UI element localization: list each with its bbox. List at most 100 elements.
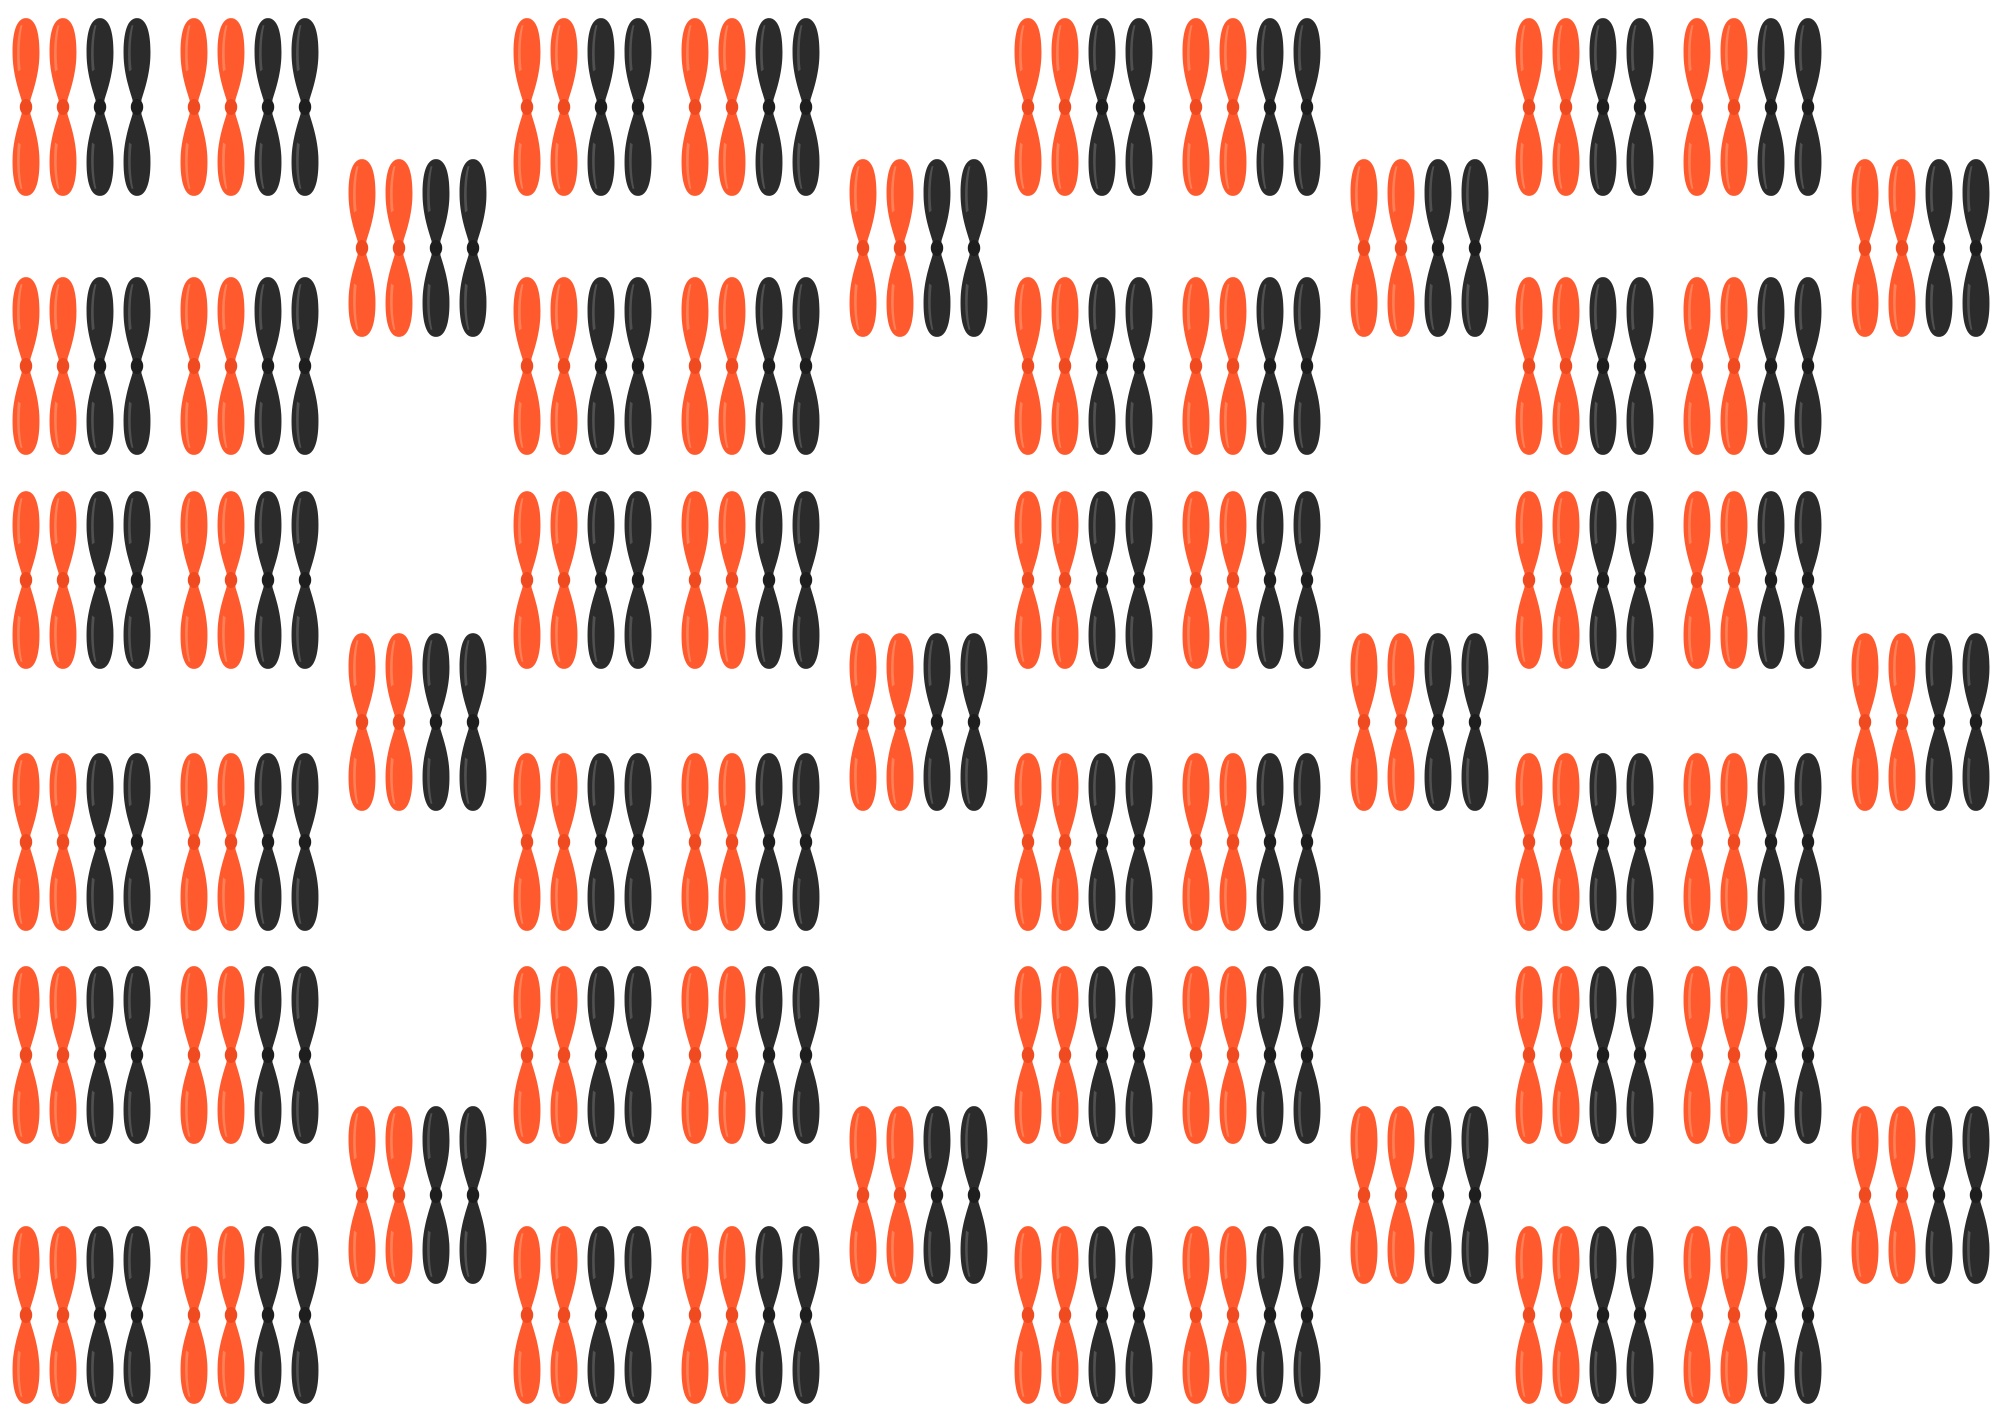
orange-propeller — [1683, 1226, 1711, 1404]
orange-propeller — [513, 491, 541, 669]
orange-propeller — [1552, 18, 1580, 196]
black-propeller — [86, 753, 114, 931]
black-propeller — [291, 1226, 319, 1404]
orange-propeller — [886, 1106, 914, 1284]
black-propeller — [422, 633, 450, 811]
propeller-set — [513, 18, 652, 196]
black-propeller — [1125, 1226, 1153, 1404]
propeller-set — [681, 1226, 820, 1404]
propeller-set — [513, 491, 652, 669]
orange-propeller — [681, 491, 709, 669]
black-propeller — [1256, 753, 1284, 931]
black-propeller — [1925, 1106, 1953, 1284]
orange-propeller — [1387, 633, 1415, 811]
black-propeller — [1794, 1226, 1822, 1404]
black-propeller — [254, 18, 282, 196]
black-propeller — [1461, 1106, 1489, 1284]
black-propeller — [291, 966, 319, 1144]
orange-propeller — [180, 277, 208, 455]
propeller-set — [1683, 1226, 1822, 1404]
black-propeller — [1293, 1226, 1321, 1404]
orange-propeller — [718, 18, 746, 196]
black-propeller — [1925, 633, 1953, 811]
orange-propeller — [1051, 966, 1079, 1144]
orange-propeller — [681, 1226, 709, 1404]
orange-propeller — [217, 277, 245, 455]
black-propeller — [1757, 1226, 1785, 1404]
orange-propeller — [180, 491, 208, 669]
orange-propeller — [1515, 753, 1543, 931]
propeller-set — [513, 277, 652, 455]
orange-propeller — [1219, 1226, 1247, 1404]
black-propeller — [123, 491, 151, 669]
orange-propeller — [385, 1106, 413, 1284]
orange-propeller — [1182, 491, 1210, 669]
black-propeller — [923, 159, 951, 337]
orange-propeller — [1051, 753, 1079, 931]
black-propeller — [1589, 753, 1617, 931]
propeller-set — [1014, 966, 1153, 1144]
black-propeller — [1626, 1226, 1654, 1404]
orange-propeller — [550, 491, 578, 669]
orange-propeller — [886, 159, 914, 337]
black-propeller — [1088, 491, 1116, 669]
black-propeller — [624, 753, 652, 931]
black-propeller — [1088, 753, 1116, 931]
black-propeller — [123, 18, 151, 196]
black-propeller — [1088, 966, 1116, 1144]
propeller-set — [681, 277, 820, 455]
orange-propeller — [513, 966, 541, 1144]
orange-propeller — [681, 753, 709, 931]
orange-propeller — [1720, 966, 1748, 1144]
orange-propeller — [1014, 491, 1042, 669]
black-propeller — [1461, 633, 1489, 811]
orange-propeller — [217, 753, 245, 931]
propeller-set — [1182, 753, 1321, 931]
black-propeller — [1626, 966, 1654, 1144]
propeller-set — [1683, 277, 1822, 455]
orange-propeller — [217, 966, 245, 1144]
black-propeller — [291, 491, 319, 669]
propeller-set — [180, 753, 319, 931]
orange-propeller — [550, 18, 578, 196]
black-propeller — [1589, 966, 1617, 1144]
black-propeller — [1125, 277, 1153, 455]
black-propeller — [1256, 491, 1284, 669]
black-propeller — [923, 1106, 951, 1284]
black-propeller — [960, 159, 988, 337]
propeller-set — [1515, 966, 1654, 1144]
black-propeller — [1088, 18, 1116, 196]
black-propeller — [755, 18, 783, 196]
black-propeller — [1794, 753, 1822, 931]
propeller-set — [849, 1106, 988, 1284]
black-propeller — [792, 1226, 820, 1404]
orange-propeller — [1515, 18, 1543, 196]
black-propeller — [755, 753, 783, 931]
orange-propeller — [12, 491, 40, 669]
orange-propeller — [513, 1226, 541, 1404]
black-propeller — [1293, 18, 1321, 196]
orange-propeller — [1051, 491, 1079, 669]
propeller-set — [348, 1106, 487, 1284]
orange-propeller — [49, 277, 77, 455]
orange-propeller — [1720, 491, 1748, 669]
propeller-sets-layer — [12, 18, 1990, 1404]
black-propeller — [1626, 491, 1654, 669]
black-propeller — [123, 277, 151, 455]
black-propeller — [624, 491, 652, 669]
orange-propeller — [180, 966, 208, 1144]
black-propeller — [254, 1226, 282, 1404]
propeller-set — [12, 491, 151, 669]
propeller-set — [180, 491, 319, 669]
black-propeller — [1256, 966, 1284, 1144]
orange-propeller — [217, 491, 245, 669]
orange-propeller — [718, 966, 746, 1144]
orange-propeller — [1515, 1226, 1543, 1404]
black-propeller — [1293, 966, 1321, 1144]
black-propeller — [1589, 18, 1617, 196]
propeller-set — [1515, 1226, 1654, 1404]
propeller-set — [1515, 753, 1654, 931]
orange-propeller — [550, 966, 578, 1144]
orange-propeller — [217, 18, 245, 196]
orange-propeller — [1182, 753, 1210, 931]
